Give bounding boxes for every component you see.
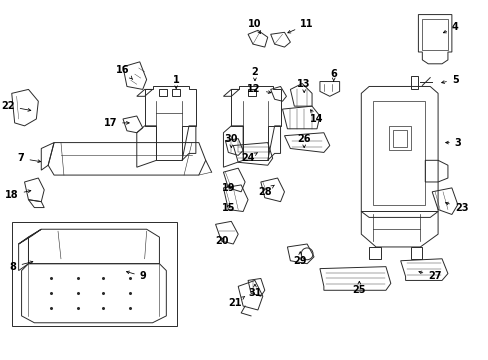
Text: 3: 3 <box>445 138 461 148</box>
Text: 4: 4 <box>443 22 458 33</box>
Text: 19: 19 <box>221 183 235 193</box>
Text: 16: 16 <box>116 65 132 80</box>
Text: 23: 23 <box>445 202 468 212</box>
Text: 27: 27 <box>418 271 441 282</box>
Text: 30: 30 <box>224 134 238 148</box>
Text: 12: 12 <box>247 84 270 94</box>
Text: 24: 24 <box>241 153 257 163</box>
Text: 15: 15 <box>221 203 235 212</box>
Text: 21: 21 <box>228 296 244 308</box>
Text: 22: 22 <box>1 101 31 111</box>
Text: 28: 28 <box>258 185 274 197</box>
Text: 8: 8 <box>10 261 33 272</box>
Text: 17: 17 <box>103 118 129 128</box>
Text: 20: 20 <box>215 236 228 246</box>
Text: 14: 14 <box>309 110 323 124</box>
Text: 9: 9 <box>126 271 146 282</box>
Text: 25: 25 <box>352 281 366 295</box>
Text: 10: 10 <box>248 19 261 33</box>
Text: 18: 18 <box>5 190 31 200</box>
Text: 29: 29 <box>293 252 306 266</box>
Bar <box>12 222 177 326</box>
Text: 5: 5 <box>441 75 458 85</box>
Text: 2: 2 <box>251 67 258 81</box>
Text: 7: 7 <box>18 153 41 163</box>
Text: 1: 1 <box>172 75 179 89</box>
Text: 13: 13 <box>297 78 310 93</box>
Text: 11: 11 <box>287 19 313 33</box>
Text: 31: 31 <box>248 284 261 298</box>
Text: 6: 6 <box>330 69 336 81</box>
Text: 26: 26 <box>297 134 310 148</box>
